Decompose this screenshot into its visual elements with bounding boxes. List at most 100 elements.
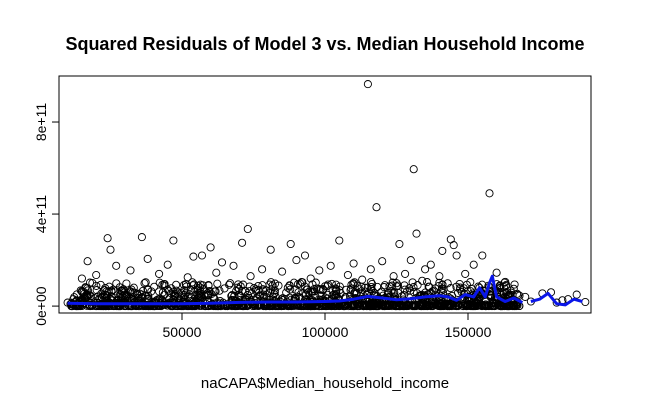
data-point [150, 282, 159, 291]
data-point [459, 284, 468, 293]
y-axis: 0e+00 4e+11 8e+11 [33, 103, 60, 326]
data-point [183, 293, 192, 302]
data-point [370, 301, 379, 310]
data-point [461, 269, 470, 278]
data-point [236, 282, 245, 291]
data-point [285, 281, 294, 290]
data-point [476, 301, 485, 310]
data-point [512, 302, 521, 311]
data-point [271, 279, 280, 288]
data-point [243, 224, 252, 234]
data-point [259, 286, 268, 295]
data-point [499, 283, 509, 292]
data-point [453, 288, 463, 297]
data-point [202, 291, 211, 300]
data-point [292, 256, 301, 265]
plot-frame [58, 75, 592, 314]
data-point [215, 286, 224, 295]
data-point [335, 236, 344, 245]
data-point [120, 286, 129, 296]
data-point [438, 246, 447, 255]
data-point [143, 254, 152, 263]
data-point [400, 285, 409, 294]
data-point [330, 290, 339, 299]
data-point [478, 251, 487, 260]
data-point [206, 243, 215, 252]
data-point [379, 300, 388, 309]
data-point [572, 290, 581, 299]
data-point [88, 278, 97, 288]
data-point [258, 265, 267, 274]
data-point [353, 281, 362, 290]
data-point [212, 268, 221, 277]
data-point [395, 239, 404, 249]
data-point [408, 302, 417, 311]
data-point [163, 285, 172, 294]
data-point [383, 301, 392, 310]
data-point [155, 269, 164, 278]
data-point [192, 285, 201, 294]
data-point [552, 298, 561, 307]
data-point [189, 252, 198, 261]
data-point [140, 279, 149, 288]
data-point [332, 285, 341, 294]
data-point [251, 296, 260, 305]
data-point [495, 282, 505, 291]
data-point [316, 291, 325, 300]
data-point [348, 302, 357, 311]
data-point [304, 288, 313, 297]
data-point [510, 280, 519, 289]
data-point [452, 251, 461, 260]
data-point [421, 265, 430, 274]
data-point [496, 302, 505, 311]
data-point [426, 260, 435, 269]
data-point [269, 299, 278, 308]
data-point [103, 234, 112, 243]
data-point [343, 270, 352, 280]
data-point [340, 301, 350, 310]
data-point [141, 291, 150, 300]
data-point [387, 302, 397, 311]
smooth-line-layer [67, 274, 583, 307]
data-point [435, 272, 444, 281]
data-point [180, 286, 189, 295]
y-tick-label: 4e+11 [33, 195, 49, 233]
data-point [77, 287, 86, 296]
data-point [467, 294, 476, 303]
data-point [194, 293, 203, 302]
data-point [392, 279, 401, 288]
data-point [473, 301, 482, 311]
data-point [281, 299, 290, 308]
data-point [409, 283, 418, 292]
data-point [286, 239, 295, 249]
data-point [431, 299, 440, 308]
data-point [197, 251, 207, 260]
data-point [229, 261, 238, 270]
data-point [366, 277, 375, 287]
data-point [479, 301, 488, 310]
data-point [286, 285, 295, 294]
data-point [243, 290, 252, 299]
data-point [245, 287, 254, 296]
data-point [149, 297, 158, 307]
data-point [315, 285, 324, 294]
data-point [107, 286, 116, 295]
smooth-line [530, 291, 583, 307]
data-point [268, 281, 277, 290]
data-point [312, 284, 321, 293]
data-point [363, 80, 372, 89]
data-point [372, 203, 381, 212]
data-point [126, 266, 135, 275]
data-point [311, 278, 320, 287]
data-point [246, 272, 255, 281]
data-point [106, 245, 115, 254]
x-tick-label: 150000 [445, 324, 492, 340]
data-point [316, 285, 325, 294]
data-points [63, 80, 590, 311]
data-point [335, 286, 344, 295]
x-axis: 50000 100000 150000 [163, 312, 492, 340]
data-point [501, 282, 510, 291]
data-point [298, 278, 307, 287]
data-point [509, 284, 518, 293]
